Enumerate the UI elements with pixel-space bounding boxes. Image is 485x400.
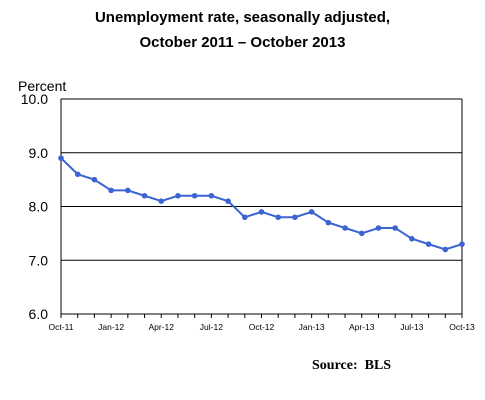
data-point <box>459 241 465 247</box>
y-tick-7.0: 7.0 <box>29 252 49 268</box>
y-axis-label: Percent <box>18 78 67 94</box>
data-point <box>409 235 415 242</box>
chart-title: Unemployment rate, seasonally adjusted, <box>94 9 391 26</box>
data-point <box>258 209 265 215</box>
y-tick-8.0: 8.0 <box>29 199 49 215</box>
data-point <box>275 214 282 221</box>
y-tick-10.0: 10.0 <box>21 91 48 107</box>
data-point <box>108 187 114 194</box>
data-point <box>208 192 215 199</box>
data-point <box>342 225 348 231</box>
data-point <box>91 176 98 183</box>
data-point <box>74 171 81 178</box>
x-tick-Oct-13: Oct-13 <box>449 322 475 332</box>
gridlines <box>60 98 463 318</box>
data-point <box>58 155 64 161</box>
y-tick-labels: 6.0 7.0 8.0 9.0 10.0 <box>21 91 48 322</box>
x-tick-labels: Oct-11 Jan-12 Apr-12 Jul-12 Oct-12 Jan-13 Apr-… <box>49 322 475 332</box>
y-tick-9.0: 9.0 <box>29 145 49 161</box>
data-point <box>125 187 131 194</box>
x-tick-Oct-12: Oct-12 <box>249 322 275 332</box>
x-tick-Apr-12: Apr-12 <box>148 322 174 332</box>
series-line <box>60 157 463 251</box>
source-note: Source: BLS <box>312 358 392 373</box>
data-point <box>241 214 248 221</box>
data-point <box>375 225 382 231</box>
data-point <box>141 192 148 199</box>
data-point <box>191 192 198 199</box>
plot-area <box>58 155 465 253</box>
data-point <box>425 241 432 247</box>
x-tick-Jul-13: Jul-13 <box>400 322 423 332</box>
data-point <box>325 219 332 226</box>
chart-subtitle: October 2011 – October 2013 <box>139 34 346 51</box>
x-tick-Apr-13: Apr-13 <box>349 322 375 332</box>
x-tick-Jan-12: Jan-12 <box>98 322 124 332</box>
y-tick-6.0: 6.0 <box>29 306 49 322</box>
x-tick-Jan-13: Jan-13 <box>299 322 325 332</box>
data-point <box>158 198 165 204</box>
data-point <box>292 214 298 221</box>
x-tick-Jul-12: Jul-12 <box>200 322 223 332</box>
data-point <box>308 209 315 215</box>
data-point <box>392 225 398 231</box>
data-point <box>358 230 365 237</box>
x-tick-Oct-11: Oct-11 <box>49 322 74 332</box>
data-point <box>175 192 181 199</box>
data-point <box>225 198 231 204</box>
data-point <box>442 246 449 253</box>
